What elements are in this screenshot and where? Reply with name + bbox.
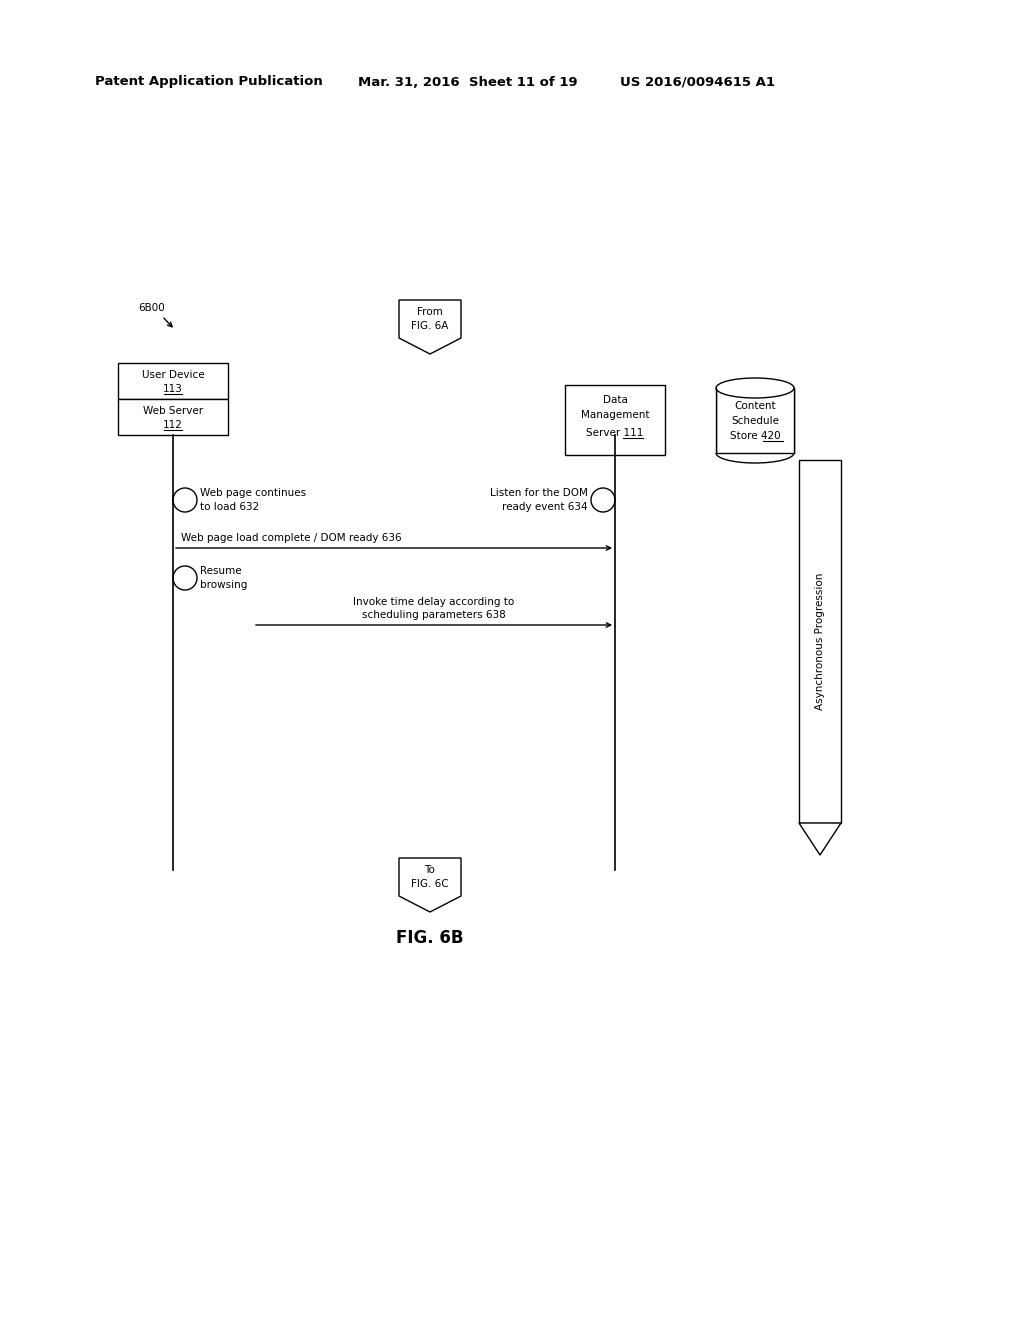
Text: From
FIG. 6A: From FIG. 6A [412, 308, 449, 330]
Text: Web Server: Web Server [143, 407, 203, 416]
Bar [799, 459, 841, 822]
Bar [716, 388, 794, 453]
Bar [118, 399, 228, 436]
Text: User Device: User Device [141, 370, 205, 380]
Text: To
FIG. 6C: To FIG. 6C [412, 866, 449, 888]
Text: Schedule: Schedule [731, 416, 779, 426]
Ellipse shape [716, 378, 794, 399]
Text: Mar. 31, 2016  Sheet 11 of 19: Mar. 31, 2016 Sheet 11 of 19 [358, 75, 578, 88]
Text: 6B00: 6B00 [138, 304, 165, 313]
Text: 113: 113 [163, 384, 183, 393]
Text: Resume
browsing: Resume browsing [200, 566, 248, 590]
Text: Web page continues
to load 632: Web page continues to load 632 [200, 488, 306, 512]
Text: Web page load complete / DOM ready 636: Web page load complete / DOM ready 636 [181, 533, 401, 543]
Bar [565, 385, 665, 455]
Polygon shape [399, 858, 461, 912]
Text: Data: Data [602, 395, 628, 405]
Text: Listen for the DOM
ready event 634: Listen for the DOM ready event 634 [490, 488, 588, 512]
Text: Asynchronous Progression: Asynchronous Progression [815, 573, 825, 710]
Bar [118, 363, 228, 399]
Text: Store 420: Store 420 [730, 432, 780, 441]
Text: US 2016/0094615 A1: US 2016/0094615 A1 [620, 75, 775, 88]
Text: Content: Content [734, 401, 776, 411]
Text: Management: Management [581, 411, 649, 420]
Text: FIG. 6B: FIG. 6B [396, 929, 464, 946]
Polygon shape [799, 822, 841, 855]
Polygon shape [399, 300, 461, 354]
Text: 112: 112 [163, 420, 183, 430]
Text: Patent Application Publication: Patent Application Publication [95, 75, 323, 88]
Text: Server 111: Server 111 [587, 428, 644, 438]
Text: Invoke time delay according to
scheduling parameters 638: Invoke time delay according to schedulin… [353, 597, 515, 620]
